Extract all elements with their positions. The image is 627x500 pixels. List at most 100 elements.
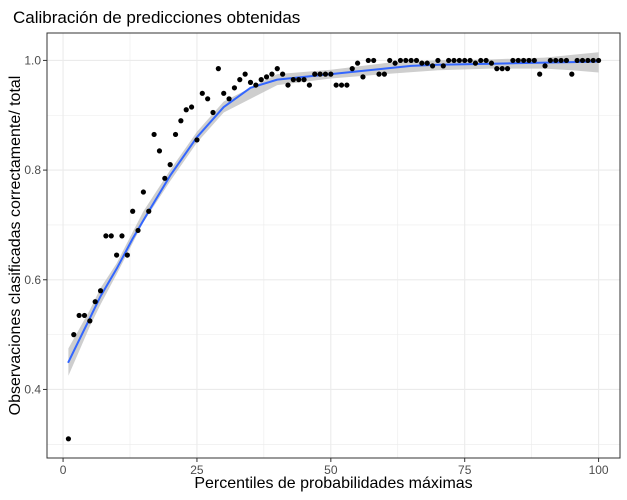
data-point xyxy=(119,233,125,239)
data-point xyxy=(547,57,553,64)
data-point xyxy=(515,57,521,64)
data-point xyxy=(397,57,404,64)
data-point xyxy=(290,77,296,83)
data-point xyxy=(392,60,398,66)
y-tick-label: 0.8 xyxy=(24,163,41,177)
data-point xyxy=(263,74,270,80)
data-point xyxy=(526,57,532,64)
panel-border xyxy=(46,32,621,459)
x-tick-label: 50 xyxy=(324,463,338,477)
data-point xyxy=(135,227,141,234)
data-point xyxy=(574,57,580,64)
data-point xyxy=(478,57,484,64)
x-tick-label: 25 xyxy=(190,463,204,477)
data-point xyxy=(467,57,473,64)
y-tick-label: 0.6 xyxy=(24,273,41,287)
data-point xyxy=(231,85,238,91)
y-tick-label: 1.0 xyxy=(24,53,41,67)
data-point xyxy=(424,60,430,66)
smooth-line-layer xyxy=(67,60,600,364)
data-point xyxy=(237,77,243,83)
data-point xyxy=(413,57,420,64)
data-point xyxy=(151,131,157,138)
data-point xyxy=(226,96,232,102)
data-point xyxy=(81,312,88,319)
data-point xyxy=(333,82,339,88)
data-point xyxy=(429,63,436,69)
data-point xyxy=(124,252,130,258)
data-point xyxy=(103,233,109,239)
x-axis-label: Percentiles de probabilidades máximas xyxy=(194,475,472,492)
data-point xyxy=(419,60,425,66)
data-point xyxy=(590,57,596,64)
data-point xyxy=(569,71,575,77)
x-axis-ticks: 0 25 50 75 100 xyxy=(60,458,609,477)
data-point xyxy=(296,77,302,83)
data-point xyxy=(408,57,414,64)
data-point xyxy=(188,104,195,110)
data-point xyxy=(472,60,479,66)
data-point xyxy=(65,436,72,442)
data-point xyxy=(381,71,387,77)
y-axis-ticks: 0.4 0.6 0.8 1.0 xyxy=(24,53,47,396)
data-point xyxy=(322,71,329,77)
data-point xyxy=(504,66,511,72)
data-point xyxy=(462,57,468,64)
data-point xyxy=(387,57,393,64)
data-point xyxy=(205,96,211,102)
data-point xyxy=(440,63,446,69)
data-point xyxy=(194,137,200,143)
data-point xyxy=(71,332,77,338)
points-layer xyxy=(65,57,602,442)
data-point xyxy=(306,82,313,88)
data-point xyxy=(595,57,602,64)
data-point xyxy=(76,312,82,319)
data-point xyxy=(167,162,173,168)
data-point xyxy=(488,60,495,66)
data-point xyxy=(510,57,516,64)
data-point xyxy=(365,57,371,64)
data-point xyxy=(494,66,500,72)
data-point xyxy=(553,57,559,64)
data-point xyxy=(108,233,114,239)
data-point xyxy=(360,74,366,80)
y-axis-label: Observaciones clasificadas correctamente… xyxy=(7,76,24,416)
data-point xyxy=(92,299,98,305)
data-point xyxy=(215,66,221,72)
data-point xyxy=(285,82,291,88)
data-point xyxy=(183,107,189,113)
data-point xyxy=(531,57,537,64)
data-point xyxy=(446,57,452,64)
data-point xyxy=(563,57,570,64)
data-point xyxy=(499,66,505,72)
data-point xyxy=(483,57,489,64)
data-point xyxy=(210,109,216,116)
data-point xyxy=(130,208,136,214)
data-point xyxy=(258,77,264,83)
data-point xyxy=(253,82,259,88)
data-point xyxy=(162,175,168,181)
data-point xyxy=(579,57,586,64)
data-point xyxy=(344,82,350,88)
data-point xyxy=(280,71,286,77)
data-point xyxy=(317,71,323,77)
data-point xyxy=(585,57,591,64)
data-point xyxy=(247,79,254,85)
data-point xyxy=(87,318,93,324)
data-point xyxy=(221,90,227,96)
data-point xyxy=(199,90,205,96)
data-point xyxy=(312,71,318,77)
data-point xyxy=(521,57,527,64)
data-point xyxy=(338,82,345,88)
data-point xyxy=(178,118,184,124)
data-point xyxy=(97,288,104,294)
data-point xyxy=(435,57,441,64)
data-point xyxy=(274,66,280,72)
data-point xyxy=(354,60,361,66)
grid xyxy=(47,33,620,458)
smooth-line xyxy=(67,60,600,364)
data-point xyxy=(328,71,334,77)
data-point xyxy=(269,71,275,77)
data-point xyxy=(371,57,377,64)
